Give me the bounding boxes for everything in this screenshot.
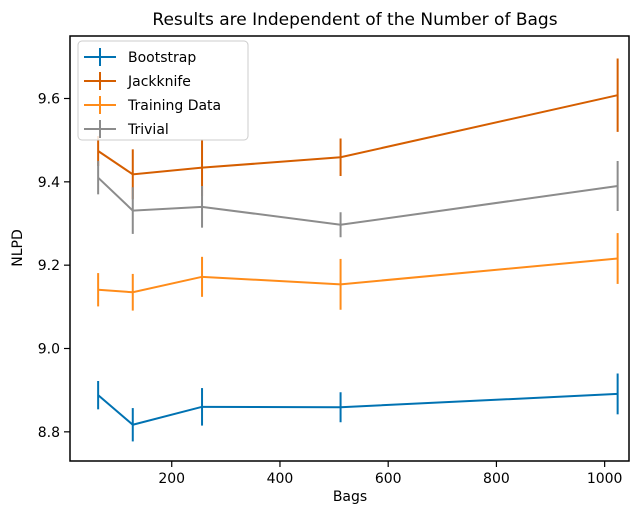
legend-entry: Training Data [84, 96, 221, 114]
legend-label: Jackknife [127, 74, 191, 90]
series-line-training-data [98, 257, 618, 294]
y-tick-label: 8.8 [38, 425, 60, 441]
y-tick-label: 9.2 [38, 258, 60, 274]
y-axis: 8.8 9.0 9.2 9.4 9.6 [38, 92, 70, 441]
series-line-trivial [97, 176, 618, 226]
x-axis-label: Bags [333, 489, 367, 505]
y-tick-label: 9.6 [38, 92, 60, 108]
x-tick-label: 1000 [587, 471, 623, 487]
y-tick-label: 9.0 [38, 342, 60, 358]
legend-entry: Trivial [84, 120, 169, 138]
legend-entry: Jackknife [84, 72, 191, 90]
x-axis: 200 400 600 800 1000 [158, 461, 622, 487]
legend-label: Bootstrap [128, 50, 196, 66]
x-tick-label: 200 [158, 471, 185, 487]
legend-label: Trivial [127, 122, 169, 138]
plot-area [97, 58, 619, 442]
x-tick-label: 800 [483, 471, 510, 487]
series-bootstrap [97, 373, 619, 442]
series-line-bootstrap [97, 392, 618, 426]
y-tick-label: 9.4 [38, 175, 60, 191]
y-axis-label: NLPD [10, 229, 26, 267]
x-tick-label: 600 [375, 471, 402, 487]
series-training-data [97, 233, 619, 311]
legend-box [77, 40, 249, 141]
legend-entry: Bootstrap [84, 48, 196, 66]
plot-frame [69, 35, 630, 462]
x-tick-label: 400 [267, 471, 294, 487]
legend: Bootstrap Jackknife Training Data Trivial [77, 40, 249, 141]
legend-label: Training Data [127, 98, 221, 114]
series-jackknife [97, 58, 619, 200]
chart-title: Results are Independent of the Number of… [152, 10, 557, 30]
series-trivial [97, 161, 619, 238]
